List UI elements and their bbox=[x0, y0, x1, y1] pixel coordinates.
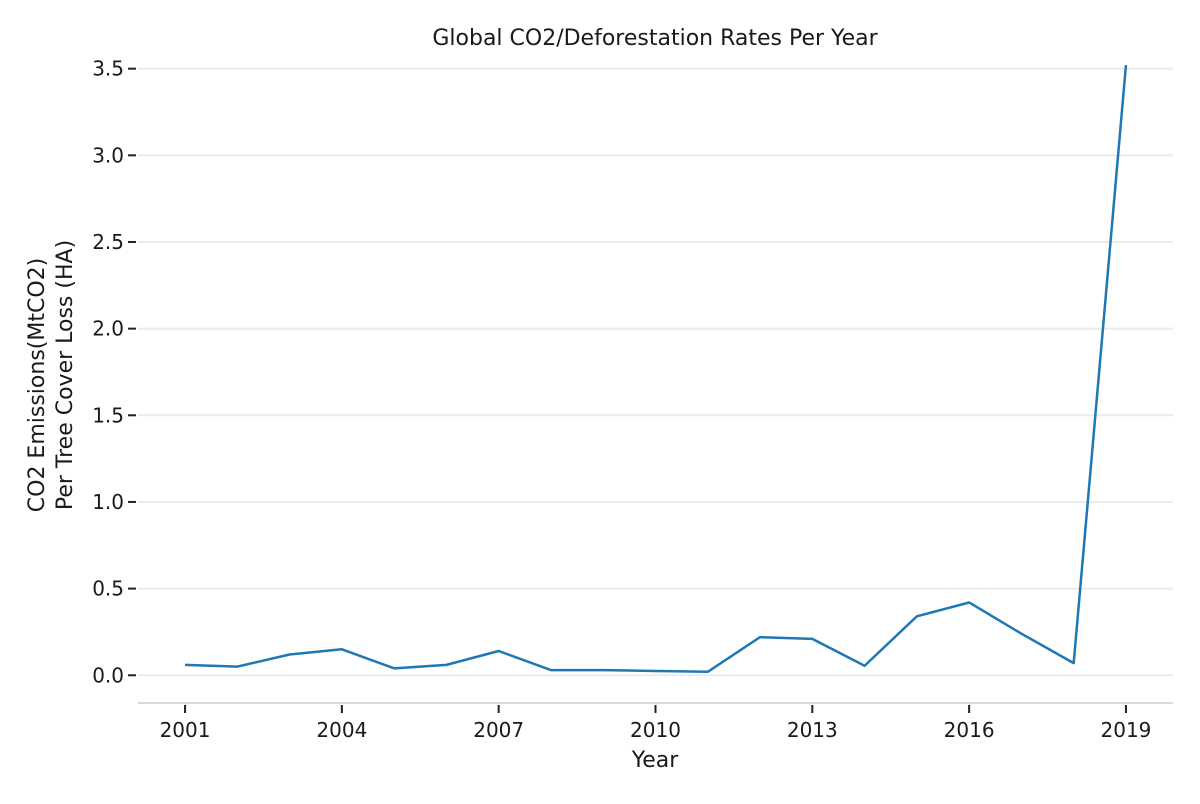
data-point bbox=[1072, 661, 1076, 665]
data-point bbox=[235, 665, 239, 669]
data-point bbox=[810, 637, 814, 641]
x-tick-label: 2016 bbox=[944, 718, 995, 742]
data-point bbox=[967, 600, 971, 604]
data-point bbox=[915, 614, 919, 618]
data-point bbox=[288, 652, 292, 656]
y-tick-label: 3.0 bbox=[92, 143, 124, 167]
x-tick-label: 2004 bbox=[316, 718, 367, 742]
y-tick-label: 2.5 bbox=[92, 230, 124, 254]
series-lines bbox=[183, 63, 1128, 674]
x-tick-label: 2013 bbox=[787, 718, 838, 742]
data-point bbox=[444, 663, 448, 667]
data-point bbox=[340, 647, 344, 651]
data-point bbox=[601, 668, 605, 672]
y-tick-label: 2.0 bbox=[92, 317, 124, 341]
data-point bbox=[1124, 63, 1128, 67]
y-tick-label: 0.5 bbox=[92, 577, 124, 601]
series-line bbox=[185, 65, 1128, 674]
data-point bbox=[549, 668, 553, 672]
data-point bbox=[1019, 632, 1023, 636]
data-point bbox=[497, 649, 501, 653]
x-tick-label: 2010 bbox=[630, 718, 681, 742]
x-tick-label: 2019 bbox=[1101, 718, 1152, 742]
data-point bbox=[706, 670, 710, 674]
gridlines bbox=[138, 67, 1173, 677]
data-point bbox=[758, 635, 762, 639]
x-tick-label: 2001 bbox=[160, 718, 211, 742]
data-point bbox=[654, 669, 658, 673]
x-tick-label: 2007 bbox=[473, 718, 524, 742]
y-tick-label: 0.0 bbox=[92, 663, 124, 687]
y-axis-label-line-2: Per Tree Cover Loss (HA) bbox=[53, 240, 78, 510]
y-tick-label: 3.5 bbox=[92, 57, 124, 81]
data-point bbox=[183, 663, 187, 667]
y-axis-label-line-1: CO2 Emissions(MtCO2) bbox=[25, 258, 50, 512]
chart-title: Global CO2/Deforestation Rates Per Year bbox=[432, 26, 878, 51]
x-axis-label: Year bbox=[631, 748, 680, 773]
y-tick-label: 1.0 bbox=[92, 490, 124, 514]
data-point bbox=[863, 664, 867, 668]
data-point bbox=[392, 666, 396, 670]
y-tick-label: 1.5 bbox=[92, 403, 124, 427]
axes: 0.0 0.5 1.0 1.5 2.0 2.5 3.0 3.5 2001 2004 2007 2010… bbox=[92, 57, 1173, 742]
